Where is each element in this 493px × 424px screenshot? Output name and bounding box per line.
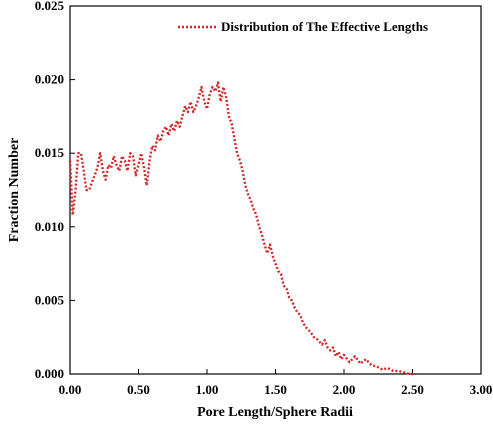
y-tick-label: 0.000 — [35, 366, 64, 381]
plot-frame — [69, 5, 482, 375]
x-tick-label: 0.50 — [127, 382, 150, 397]
y-tick-label: 0.010 — [35, 219, 64, 234]
series-line — [68, 81, 416, 376]
x-tick-label: 2.00 — [333, 382, 356, 397]
x-tick-label: 2.50 — [401, 382, 424, 397]
x-tick-label: 3.00 — [470, 382, 493, 397]
x-tick-label: 1.00 — [196, 382, 219, 397]
y-tick-label: 0.020 — [35, 72, 64, 87]
x-tick-label: 0.00 — [59, 382, 82, 397]
y-axis-ticks: 0.000 0.005 0.010 0.015 0.020 0.025 — [35, 0, 75, 381]
series-group — [68, 81, 416, 376]
x-axis-ticks: 0.00 0.50 1.00 1.50 2.00 2.50 3.00 — [59, 369, 493, 397]
x-tick-label: 1.50 — [264, 382, 287, 397]
y-tick-label: 0.015 — [35, 145, 65, 160]
y-axis-title: Fraction Number — [7, 138, 22, 243]
x-axis-title: Pore Length/Sphere Radii — [197, 405, 353, 420]
y-tick-label: 0.005 — [35, 292, 65, 307]
legend-label: Distribution of The Effective Lengths — [221, 19, 428, 34]
y-tick-label: 0.025 — [35, 0, 65, 13]
legend: Distribution of The Effective Lengths — [178, 19, 428, 34]
